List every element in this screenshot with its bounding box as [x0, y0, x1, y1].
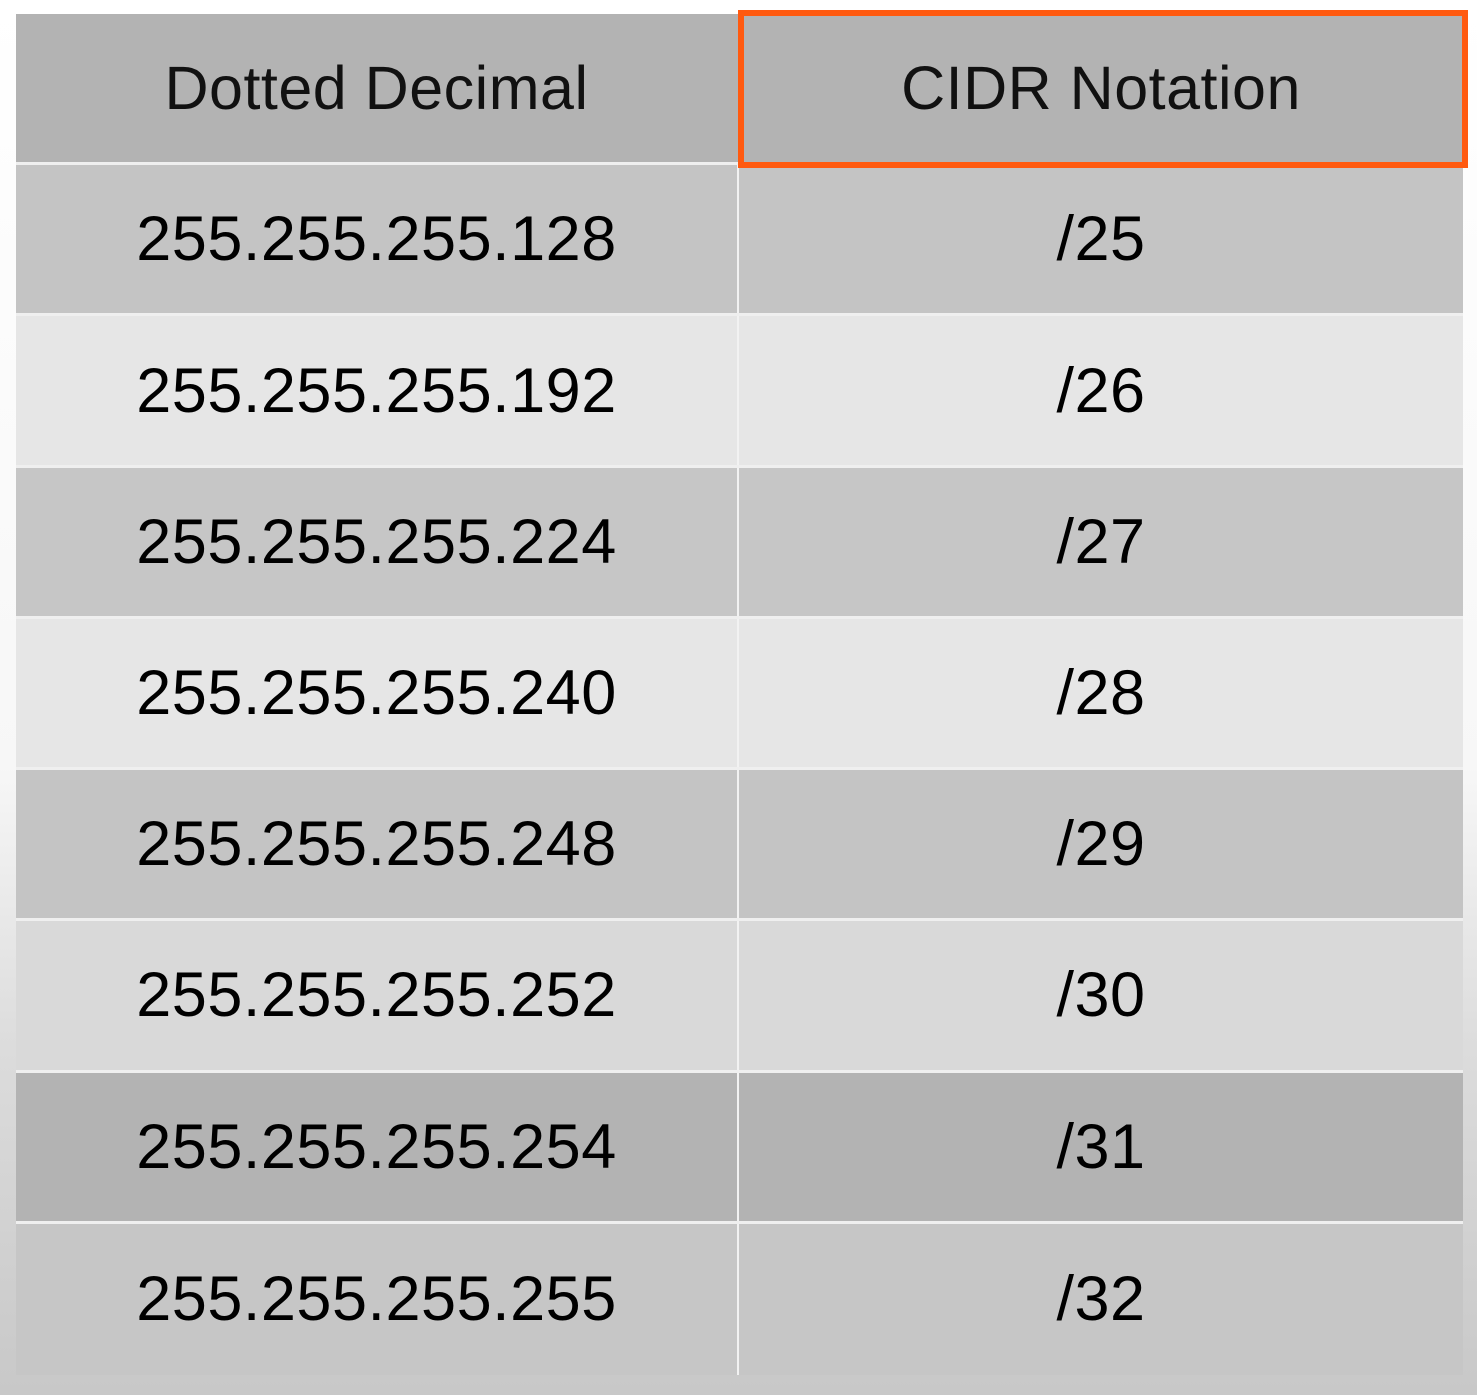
cidr-cell: /29	[739, 770, 1463, 922]
column-divider	[737, 165, 739, 317]
column-divider	[737, 770, 739, 922]
dotted-decimal-cell: 255.255.255.128	[16, 165, 737, 317]
cidr-cell: /26	[739, 316, 1463, 468]
header-cidr-notation: CIDR Notation	[739, 14, 1463, 166]
cidr-cell: /27	[739, 467, 1463, 619]
cidr-cell: /30	[739, 921, 1463, 1073]
cidr-cell: /25	[739, 165, 1463, 317]
cidr-cell: /28	[739, 618, 1463, 771]
dotted-decimal-cell: 255.255.255.240	[16, 618, 737, 771]
dotted-decimal-cell: 255.255.255.252	[16, 921, 737, 1073]
header-dotted-decimal: Dotted Decimal	[16, 14, 737, 166]
subnet-mask-table: Dotted Decimal CIDR Notation 255.255.255…	[16, 14, 1463, 1375]
column-divider	[737, 1223, 739, 1375]
dotted-decimal-cell: 255.255.255.254	[16, 1072, 737, 1224]
column-divider	[737, 921, 739, 1073]
dotted-decimal-cell: 255.255.255.255	[16, 1223, 737, 1375]
cidr-cell: /31	[739, 1072, 1463, 1224]
column-divider	[737, 618, 739, 771]
dotted-decimal-cell: 255.255.255.224	[16, 467, 737, 619]
column-divider	[737, 316, 739, 468]
dotted-decimal-cell: 255.255.255.192	[16, 316, 737, 468]
column-divider	[737, 1072, 739, 1224]
cidr-cell: /32	[739, 1223, 1463, 1375]
column-divider	[737, 467, 739, 619]
dotted-decimal-cell: 255.255.255.248	[16, 770, 737, 922]
